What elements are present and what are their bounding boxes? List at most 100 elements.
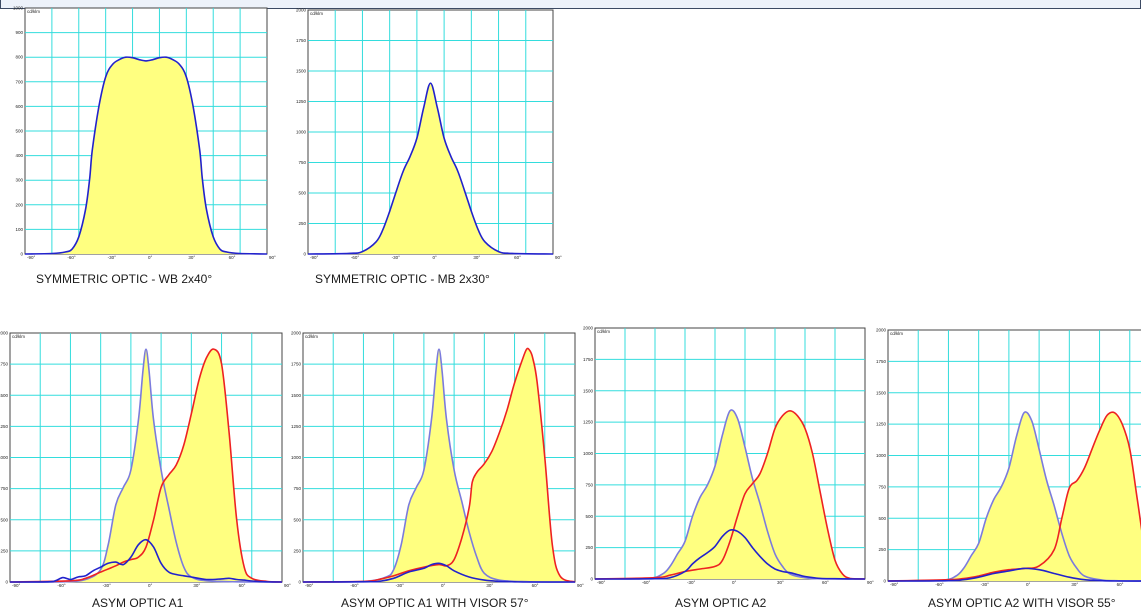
- y-tick-label: 1250: [296, 99, 307, 104]
- x-tick-label: -90°: [305, 583, 314, 588]
- y-tick-label: 250: [298, 221, 306, 226]
- y-tick-label: 1500: [296, 69, 307, 74]
- x-tick-label: 90°: [577, 583, 584, 588]
- chart-panel-wb: 0 100 200 300 400 500 600 700 800 900 1000 -90° -60°…: [0, 6, 276, 296]
- x-tick-label: 60°: [514, 255, 521, 260]
- x-tick-label: -30°: [392, 255, 401, 260]
- y-tick-label: 0: [5, 580, 8, 585]
- y-tick-label: 0: [590, 577, 593, 582]
- series-line-1: [9, 348, 283, 583]
- x-tick-label: 30°: [1071, 582, 1078, 587]
- x-tick-label: 90°: [284, 583, 291, 588]
- series-line-0: [9, 348, 283, 583]
- chart-svg-3: 0 250 500 750 1000 1250 1500 1750 2000 -90° -60° -3…: [291, 331, 584, 589]
- x-tick-label: -60°: [642, 580, 651, 585]
- y-tick-label: 2000: [291, 331, 302, 336]
- series-line-0: [307, 82, 554, 255]
- series-line-2: [9, 538, 283, 583]
- x-tick-label: -30°: [396, 583, 405, 588]
- x-tick-label: 60°: [1117, 582, 1124, 587]
- x-tick-label: 0°: [148, 255, 153, 260]
- unit-label: cd/klm: [310, 11, 323, 16]
- series-line-1: [887, 411, 1141, 582]
- y-tick-label: 2000: [876, 328, 887, 333]
- chart-svg-0: 0 100 200 300 400 500 600 700 800 900 1000 -90° -60°…: [13, 6, 276, 261]
- x-tick-label: 0°: [148, 583, 153, 588]
- chart-caption-4: ASYM OPTIC A2: [675, 596, 767, 610]
- y-tick-label: 250: [0, 548, 8, 553]
- x-tick-label: -30°: [687, 580, 696, 585]
- unit-label: cd/klm: [27, 9, 40, 14]
- y-tick-label: 2000: [296, 8, 307, 13]
- x-tick-label: 30°: [473, 255, 480, 260]
- series-line-2: [302, 562, 575, 583]
- series-fill-1: [303, 348, 575, 582]
- x-tick-label: 0°: [433, 255, 438, 260]
- chart-panel-mb: 0 250 500 750 1000 1250 1500 1750 2000 -90° -60° -3…: [286, 8, 562, 296]
- y-tick-label: 100: [15, 227, 23, 232]
- chart-svg-5: 0 250 500 750 1000 1250 1500 1750 2000 -90° -60° -3…: [876, 328, 1141, 587]
- x-tick-label: -30°: [108, 255, 117, 260]
- series-fill-1: [10, 349, 282, 582]
- x-tick-label: 60°: [822, 580, 829, 585]
- y-tick-label: 1500: [291, 393, 302, 398]
- chart-svg-4: 0 250 500 750 1000 1250 1500 1750 2000 -90° -60° -3…: [583, 326, 874, 586]
- x-tick-label: 60°: [532, 583, 539, 588]
- y-tick-label: 0: [303, 252, 306, 257]
- series-fill-0: [10, 349, 282, 583]
- x-tick-label: 0°: [1026, 582, 1031, 587]
- x-tick-label: 0°: [732, 580, 737, 585]
- chart-caption-1: SYMMETRIC OPTIC - MB 2x30°: [315, 272, 490, 286]
- series-fill-1: [888, 412, 1141, 581]
- chart-panel-a2-visor: 0 250 500 750 1000 1250 1500 1750 2000 -90° -60° -3…: [876, 326, 1141, 611]
- series-fill-1: [595, 410, 865, 579]
- y-tick-label: 250: [878, 547, 886, 552]
- x-tick-label: -60°: [350, 583, 359, 588]
- y-tick-label: 1000: [876, 453, 887, 458]
- series-line-0: [24, 56, 268, 255]
- chart-svg-2: 0 250 500 750 1000 1250 1500 1750 2000 -90° -60° -3…: [0, 331, 291, 589]
- y-tick-label: 1500: [583, 388, 594, 393]
- y-tick-label: 1750: [291, 362, 302, 367]
- y-tick-label: 1750: [583, 357, 594, 362]
- series-line-0: [887, 411, 1141, 582]
- series-line-2: [887, 567, 1141, 582]
- y-tick-label: 500: [293, 517, 301, 522]
- x-tick-label: 30°: [486, 583, 493, 588]
- y-tick-label: 1000: [13, 6, 24, 11]
- y-tick-label: 500: [0, 517, 8, 522]
- y-tick-label: 300: [15, 178, 23, 183]
- y-tick-label: 1250: [876, 422, 887, 427]
- y-tick-label: 400: [15, 153, 23, 158]
- series-line-0: [594, 409, 866, 580]
- x-tick-label: -90°: [27, 255, 36, 260]
- series-fill-0: [888, 411, 1141, 581]
- y-tick-label: 750: [293, 486, 301, 491]
- y-tick-label: 1500: [0, 393, 8, 398]
- chart-caption-3: ASYM OPTIC A1 WITH VISOR 57°: [341, 596, 529, 610]
- y-tick-label: 1500: [876, 390, 887, 395]
- x-tick-label: -30°: [981, 582, 990, 587]
- x-tick-label: 30°: [193, 583, 200, 588]
- unit-label: cd/klm: [890, 331, 903, 336]
- x-tick-label: -90°: [12, 583, 21, 588]
- y-tick-label: 2000: [0, 331, 8, 336]
- chart-caption-2: ASYM OPTIC A1: [92, 596, 184, 610]
- x-tick-label: -90°: [310, 255, 319, 260]
- series-fill-0: [25, 57, 267, 254]
- x-tick-label: -60°: [351, 255, 360, 260]
- y-tick-label: 2000: [583, 326, 594, 331]
- y-tick-label: 1750: [876, 359, 887, 364]
- y-tick-label: 500: [878, 516, 886, 521]
- y-tick-label: 250: [585, 545, 593, 550]
- x-tick-label: 0°: [441, 583, 446, 588]
- y-tick-label: 800: [15, 55, 23, 60]
- y-tick-label: 1000: [296, 130, 307, 135]
- y-tick-label: 900: [15, 30, 23, 35]
- y-tick-label: 1000: [291, 455, 302, 460]
- y-tick-label: 1250: [291, 424, 302, 429]
- x-tick-label: -60°: [67, 255, 76, 260]
- y-tick-label: 750: [0, 486, 8, 491]
- series-fill-0: [303, 349, 575, 583]
- chart-svg-1: 0 250 500 750 1000 1250 1500 1750 2000 -90° -60° -3…: [296, 8, 562, 261]
